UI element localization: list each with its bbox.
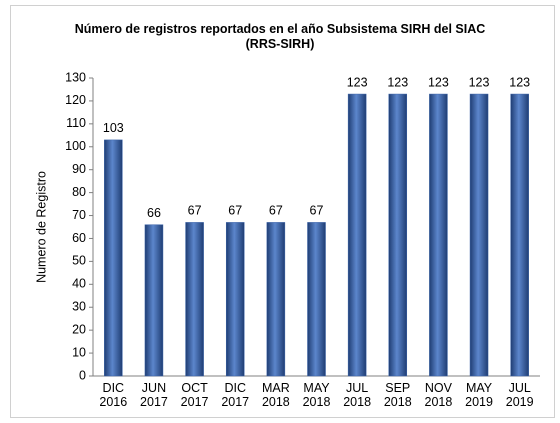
x-tick-label-line: JUL xyxy=(346,381,368,395)
value-label: 67 xyxy=(310,204,324,218)
x-tick-label: MAY 2018 xyxy=(303,381,331,409)
y-tick-label: 20 xyxy=(72,322,86,336)
y-tick-label: 10 xyxy=(72,345,86,359)
bar xyxy=(510,93,529,377)
y-tick-label: 0 xyxy=(79,368,86,382)
x-tick-label-line: 2018 xyxy=(303,395,331,409)
chart-frame xyxy=(10,5,555,418)
x-tick-label-line: 2017 xyxy=(221,395,249,409)
value-label: 123 xyxy=(387,75,408,89)
value-label: 66 xyxy=(147,206,161,220)
bar xyxy=(185,222,204,377)
bar xyxy=(307,222,326,377)
x-tick-label-line: 2019 xyxy=(465,395,493,409)
x-tick-label: JUL 2019 xyxy=(506,381,534,409)
x-tick-label: DIC 2017 xyxy=(221,381,249,409)
x-tick-label-line: 2018 xyxy=(262,395,290,409)
bar xyxy=(388,93,408,377)
y-axis-label: Numero de Registro xyxy=(34,171,48,283)
value-label: 67 xyxy=(269,204,283,218)
x-tick-label-line: 2018 xyxy=(343,395,371,409)
y-tick-label: 30 xyxy=(72,300,86,314)
x-tick-label-line: JUN xyxy=(142,381,166,395)
y-tick-label: 110 xyxy=(66,116,86,130)
y-tick-label: 40 xyxy=(72,277,86,291)
value-label: 103 xyxy=(103,121,124,135)
value-label: 67 xyxy=(228,204,242,218)
x-tick-label-line: 2018 xyxy=(425,395,453,409)
x-tick-label-line: NOV xyxy=(425,381,453,395)
x-tick-label-line: MAY xyxy=(303,381,330,395)
x-tick-label-line: 2019 xyxy=(506,395,534,409)
x-tick-label-line: MAY xyxy=(466,381,493,395)
x-tick-label: JUN 2017 xyxy=(140,381,168,409)
bar xyxy=(104,139,123,377)
value-label: 123 xyxy=(347,75,368,89)
x-tick-label: MAR 2018 xyxy=(262,381,290,409)
x-tick-label-line: DIC xyxy=(103,381,125,395)
x-tick-label-line: 2016 xyxy=(99,395,127,409)
y-tick-label: 100 xyxy=(65,139,86,153)
x-tick-label-line: 2017 xyxy=(140,395,168,409)
y-tick-label: 50 xyxy=(72,254,86,268)
bar xyxy=(347,93,367,377)
x-tick-label-line: JUL xyxy=(509,381,531,395)
x-tick-label: JUL 2018 xyxy=(343,381,371,409)
x-tick-label-line: 2017 xyxy=(181,395,209,409)
value-label: 123 xyxy=(509,75,530,89)
x-tick-label-line: OCT xyxy=(181,381,208,395)
bar xyxy=(225,222,245,377)
y-tick-label: 120 xyxy=(65,93,86,107)
y-tick-label: 80 xyxy=(72,185,86,199)
bar xyxy=(429,93,448,377)
bar xyxy=(144,224,164,377)
x-tick-label-line: DIC xyxy=(224,381,246,395)
x-tick-label-line: 2018 xyxy=(384,395,412,409)
x-tick-label: OCT 2017 xyxy=(181,381,209,409)
value-label: 123 xyxy=(469,75,490,89)
bar xyxy=(266,222,286,377)
x-tick-label: MAY 2019 xyxy=(465,381,493,409)
x-tick-label: NOV 2018 xyxy=(425,381,453,409)
value-label: 67 xyxy=(188,204,202,218)
value-label: 123 xyxy=(428,75,449,89)
x-tick-label: SEP 2018 xyxy=(384,381,412,409)
y-tick-label: 70 xyxy=(72,208,86,222)
y-tick-label: 60 xyxy=(72,231,86,245)
x-tick-label: DIC 2016 xyxy=(99,381,127,409)
bar xyxy=(469,93,489,377)
y-tick-label: 130 xyxy=(65,70,86,84)
y-tick-label: 90 xyxy=(72,162,86,176)
chart-title: Número de registros reportados en el año… xyxy=(74,22,486,51)
x-tick-label-line: SEP xyxy=(385,381,410,395)
x-tick-label-line: MAR xyxy=(262,381,290,395)
